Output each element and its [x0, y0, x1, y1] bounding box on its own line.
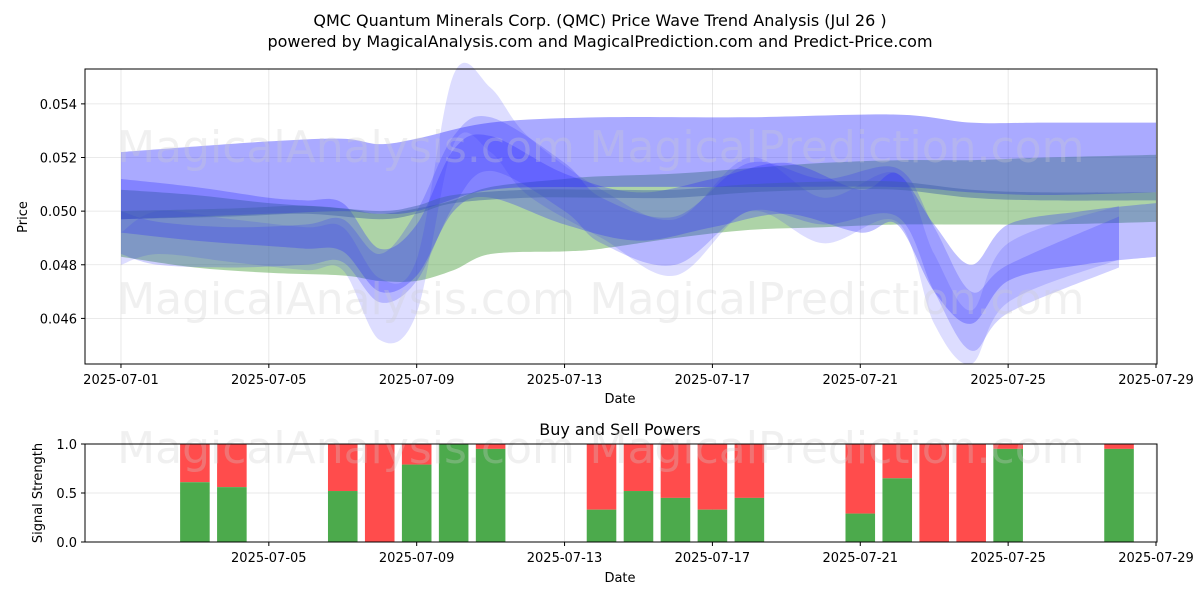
price-band-1 — [121, 114, 1156, 220]
powers-x-tick-label: 2025-07-13 — [527, 551, 603, 566]
powers-y-tick-label: 1.0 — [56, 438, 77, 453]
buy-bar — [882, 478, 913, 542]
price-y-label: Price — [16, 201, 31, 233]
powers-axes: 2025-07-05 2025-07-09 2025-07-13 2025-07-17… — [56, 438, 1193, 566]
sell-bar — [401, 444, 432, 465]
price-y-tick-label: 0.048 — [40, 259, 77, 274]
price-watermarks: MagicalAnalysis.com MagicalPrediction.co… — [117, 122, 1084, 325]
powers-watermarks: MagicalAnalysis.com MagicalPrediction.co… — [117, 423, 1084, 474]
figure-subtitle: powered by MagicalAnalysis.com and Magic… — [267, 32, 932, 51]
price-x-tick-label: 2025-07-25 — [970, 373, 1046, 388]
price-band-2 — [121, 134, 1156, 324]
buy-bar — [327, 491, 358, 542]
powers-x-tick-label: 2025-07-21 — [822, 551, 898, 566]
price-bands — [121, 62, 1156, 365]
sell-bar — [327, 444, 358, 492]
buy-bar — [438, 444, 469, 542]
powers-x-label: Date — [604, 571, 635, 586]
price-band-0 — [121, 154, 1156, 282]
price-x-tick-label: 2025-07-13 — [527, 373, 603, 388]
price-y-tick-label: 0.052 — [40, 152, 77, 167]
watermark-prediction-bottom: MagicalPrediction.com — [590, 423, 1085, 474]
buy-bar — [180, 482, 210, 542]
powers-x-tick-label: 2025-07-25 — [970, 551, 1046, 566]
sell-bar — [623, 444, 654, 492]
sell-bar — [1104, 444, 1134, 449]
price-x-tick-label: 2025-07-29 — [1118, 373, 1194, 388]
buy-bar — [623, 491, 654, 542]
sell-bar — [845, 444, 876, 514]
price-x-tick-label: 2025-07-01 — [83, 373, 159, 388]
sell-bar — [993, 444, 1023, 449]
buy-bar — [993, 448, 1023, 542]
watermark-prediction-top: MagicalPrediction.com — [590, 122, 1085, 173]
price-y-tick-label: 0.050 — [40, 205, 77, 220]
buy-bar — [660, 497, 691, 542]
powers-x-tick-label: 2025-07-17 — [675, 551, 751, 566]
watermark-analysis-top: MagicalAnalysis.com — [117, 122, 575, 173]
buy-bar — [1104, 448, 1134, 542]
sell-bar — [217, 444, 247, 488]
powers-x-tick-label: 2025-07-09 — [379, 551, 455, 566]
powers-y-label: Signal Strength — [31, 443, 46, 543]
price-grid — [85, 69, 1157, 364]
price-plot-frame — [84, 68, 1158, 365]
price-band-3 — [121, 116, 1119, 351]
price-axes: 2025-07-01 2025-07-05 2025-07-09 2025-07-13… — [40, 68, 1194, 388]
powers-bars — [180, 444, 1134, 542]
watermark-analysis-bottom: MagicalAnalysis.com — [117, 423, 575, 474]
sell-bar — [734, 444, 765, 498]
sell-bar — [956, 444, 986, 542]
figure-title: QMC Quantum Minerals Corp. (QMC) Price W… — [313, 11, 886, 30]
watermark-analysis-mid: MagicalAnalysis.com — [117, 274, 575, 325]
powers-x-tick-label: 2025-07-29 — [1118, 551, 1194, 566]
sell-bar — [180, 444, 210, 483]
sell-bar — [364, 444, 395, 542]
price-x-tick-label: 2025-07-09 — [379, 373, 455, 388]
buy-bar — [401, 464, 432, 542]
powers-x-tick-label: 2025-07-05 — [231, 551, 307, 566]
powers-y-tick-label: 0.5 — [56, 487, 77, 502]
sell-bar — [882, 444, 913, 479]
price-x-label: Date — [604, 392, 635, 407]
sell-bar — [697, 444, 728, 510]
price-x-tick-label: 2025-07-05 — [231, 373, 307, 388]
price-band-4 — [121, 62, 1119, 365]
buy-bar — [697, 509, 728, 542]
powers-y-tick-label: 0.0 — [56, 536, 77, 551]
sell-bar — [586, 444, 617, 510]
price-band-5 — [121, 180, 1156, 220]
watermark-prediction-mid: MagicalPrediction.com — [590, 274, 1085, 325]
buy-bar — [845, 513, 876, 542]
powers-title: Buy and Sell Powers — [539, 420, 701, 439]
sell-bar — [919, 444, 949, 542]
sell-bar — [475, 444, 506, 449]
price-x-tick-label: 2025-07-21 — [822, 373, 898, 388]
sell-bar — [660, 444, 691, 498]
price-y-tick-label: 0.054 — [40, 98, 77, 113]
price-x-tick-label: 2025-07-17 — [675, 373, 751, 388]
buy-bar — [734, 497, 765, 542]
price-y-tick-label: 0.046 — [40, 312, 77, 327]
buy-bar — [217, 487, 247, 542]
buy-bar — [475, 448, 506, 542]
buy-bar — [586, 509, 617, 542]
